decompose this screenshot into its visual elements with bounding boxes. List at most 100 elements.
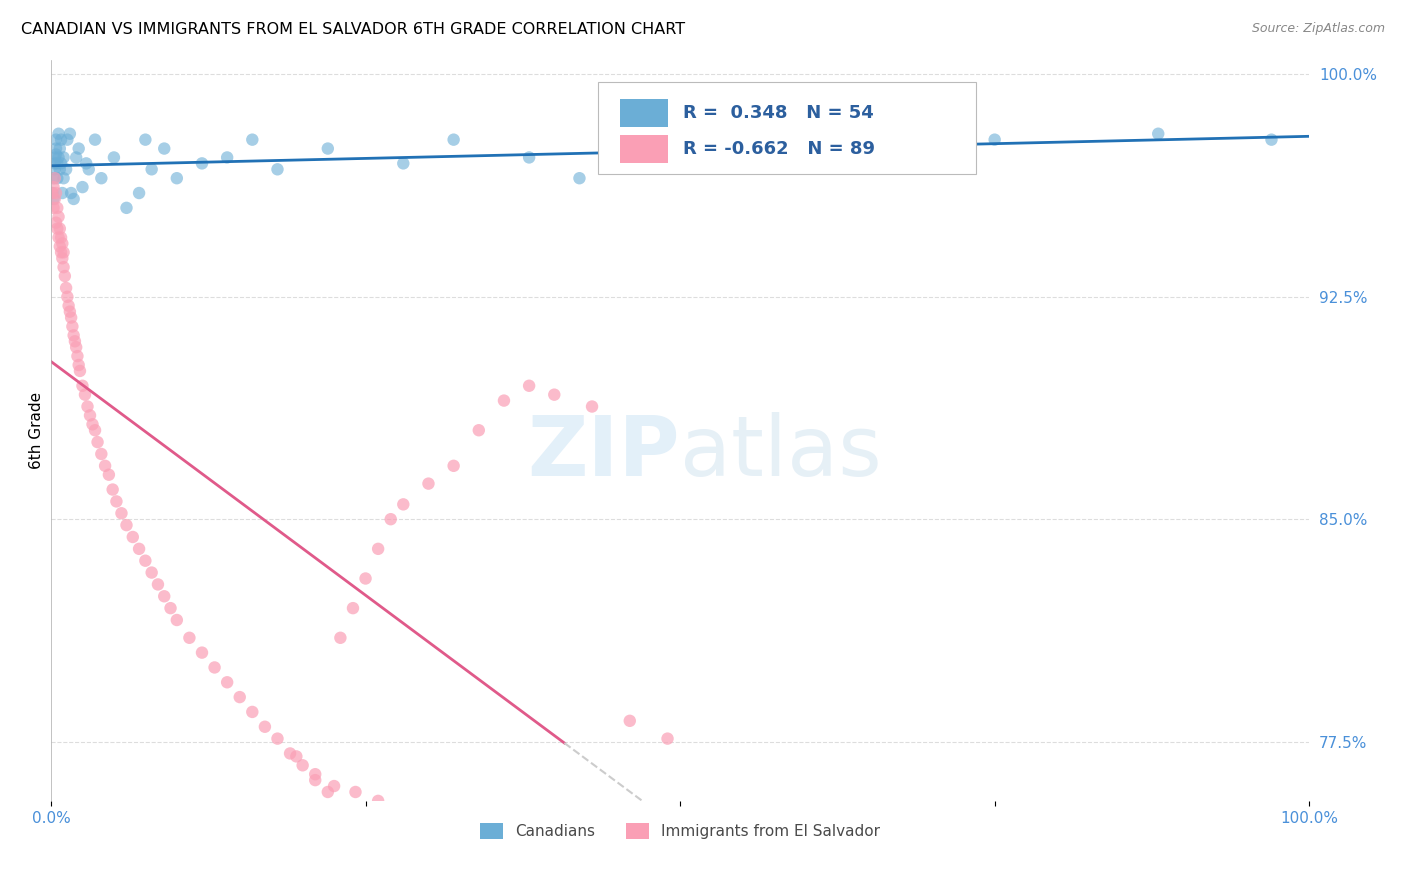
Point [1260,133,1282,147]
Point [44,151,66,165]
Point [56,290,79,304]
Point [103,151,125,165]
Point [56,133,79,147]
Point [76,400,98,414]
Point [581,400,603,414]
Point [44,162,66,177]
Point [329,631,352,645]
Point [217,675,239,690]
Point [52,171,75,186]
Point [42,201,65,215]
Point [42,171,65,186]
Text: ZIP: ZIP [527,412,681,493]
Point [166,613,188,627]
Point [48,151,70,165]
Point [52,151,75,165]
Point [59,127,82,141]
Point [430,808,453,822]
Point [418,476,440,491]
Point [59,304,82,318]
Point [191,156,214,170]
Point [354,572,377,586]
Point [517,151,540,165]
Point [367,794,389,808]
Point [55,281,77,295]
Point [44,171,66,186]
Point [253,720,276,734]
Point [84,423,107,437]
Point [65,151,87,165]
Point [49,133,72,147]
Text: CANADIAN VS IMMIGRANTS FROM EL SALVADOR 6TH GRADE CORRELATION CHART: CANADIAN VS IMMIGRANTS FROM EL SALVADOR … [21,22,685,37]
Point [443,133,465,147]
Point [90,447,112,461]
Point [342,601,364,615]
Point [49,162,72,177]
Point [392,803,415,817]
Point [65,340,87,354]
Point [60,319,83,334]
Point [46,221,69,235]
Point [82,417,104,432]
FancyBboxPatch shape [599,82,976,175]
Point [86,435,108,450]
Point [94,458,117,473]
Point [266,731,288,746]
Point [58,299,80,313]
Point [316,785,339,799]
Point [75,156,97,170]
Point [517,378,540,392]
Point [492,393,515,408]
Point [166,171,188,186]
Point [191,646,214,660]
Point [316,142,339,156]
Point [45,133,67,147]
Point [115,201,138,215]
Point [48,210,70,224]
Point [72,180,94,194]
Point [443,458,465,473]
Point [72,378,94,392]
Y-axis label: 6th Grade: 6th Grade [30,392,44,469]
Point [53,268,76,283]
Point [84,133,107,147]
Point [45,142,67,156]
Point [62,192,84,206]
Point [105,494,128,508]
Point [128,541,150,556]
Point [153,142,176,156]
Point [240,705,263,719]
Point [543,387,565,401]
Point [49,230,72,244]
Point [115,518,138,533]
Point [42,192,65,206]
Point [60,310,83,325]
Point [79,409,101,423]
Point [323,779,346,793]
Point [60,186,83,200]
Point [153,589,176,603]
Point [1147,127,1170,141]
Point [52,260,75,275]
Point [44,156,66,170]
Point [51,186,73,200]
Point [90,171,112,186]
Point [285,749,308,764]
Text: R = -0.662   N = 89: R = -0.662 N = 89 [683,140,875,158]
Point [48,230,70,244]
Point [392,156,415,170]
Point [344,785,367,799]
Point [45,216,67,230]
Point [42,180,65,194]
Point [49,142,72,156]
Point [49,156,72,170]
Point [67,142,90,156]
Point [62,328,84,343]
Point [41,186,63,200]
Point [69,364,91,378]
Point [983,133,1005,147]
Point [49,221,72,235]
Point [392,497,415,511]
Point [291,758,314,772]
Point [657,731,679,746]
